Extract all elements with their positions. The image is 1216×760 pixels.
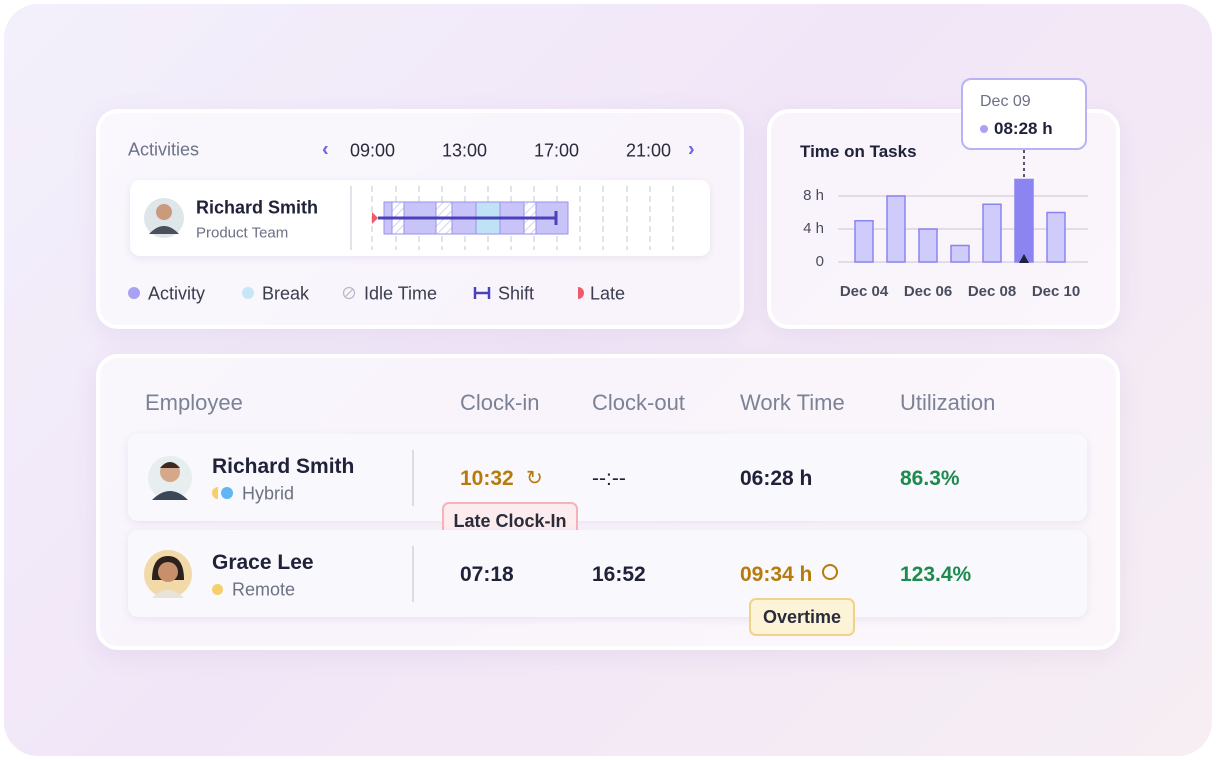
chart: 0 4 h 8 h Dec 04 Dec 06 Dec 08 Dec 10 [803, 150, 1088, 300]
clock-in: 07:18 [460, 563, 514, 586]
legend-label: Activity [148, 283, 206, 304]
column-header: Employee [145, 390, 243, 415]
table-row[interactable] [128, 530, 1087, 617]
avatar [148, 456, 192, 500]
avatar [144, 550, 192, 598]
column-header: Work Time [740, 390, 845, 415]
time-label: 21:00 [626, 140, 672, 161]
utilization: 86.3% [900, 467, 960, 490]
legend-label: Late [590, 283, 626, 304]
mode-icon [212, 584, 223, 595]
overtime-badge: Overtime [749, 598, 855, 636]
table-row[interactable] [128, 434, 1087, 521]
mode-icon [212, 487, 218, 499]
mode-icon [221, 487, 233, 499]
tooltip-dot [980, 125, 988, 133]
bar [918, 228, 938, 263]
work-mode: Remote [232, 579, 296, 600]
tooltip-marker [1019, 254, 1029, 263]
bar [950, 244, 970, 263]
clock-in: 10:32 [460, 467, 514, 490]
bar [854, 220, 874, 263]
overtime-icon [822, 564, 838, 580]
work-time: 09:34 h [740, 563, 813, 586]
column-header: Utilization [900, 390, 996, 415]
bar [1046, 211, 1066, 263]
column-header: Clock-in [460, 390, 540, 415]
work-mode: Hybrid [242, 483, 295, 504]
tooltip-value: 08:28 h [994, 119, 1053, 138]
column-header: Clock-out [592, 390, 685, 415]
y-tick-label: 0 [816, 253, 824, 270]
prev-button[interactable]: ‹ [322, 138, 329, 161]
clock-out: 16:52 [592, 563, 646, 586]
time-label: 09:00 [350, 140, 396, 161]
x-tick-label: Dec 08 [968, 283, 1016, 300]
timeline [128, 186, 674, 300]
legend-label: Break [262, 283, 310, 304]
late-icon: ↻ [526, 467, 543, 490]
x-tick-label: Dec 04 [840, 283, 889, 300]
clock-out: --:-- [592, 467, 626, 490]
employee-team: Product Team [196, 224, 289, 242]
employee-name: Richard Smith [212, 455, 355, 478]
bar [886, 195, 906, 263]
employee-name: Grace Lee [212, 551, 314, 574]
activities-title: Activities [128, 139, 200, 160]
tooltip [961, 78, 1087, 150]
row-divider [412, 546, 414, 602]
legend-label: Idle Time [364, 283, 438, 304]
employee-name: Richard Smith [196, 197, 319, 218]
y-tick-label: 4 h [803, 220, 824, 237]
work-time: 06:28 h [740, 467, 813, 490]
next-button[interactable]: › [688, 138, 695, 161]
x-tick-label: Dec 10 [1032, 283, 1080, 300]
row-divider [412, 450, 414, 506]
chart-title: Time on Tasks [800, 142, 917, 161]
bar [1014, 178, 1034, 263]
bar [982, 203, 1002, 263]
tooltip-title: Dec 09 [980, 93, 1031, 110]
time-label: 17:00 [534, 140, 580, 161]
y-tick-label: 8 h [803, 187, 824, 204]
utilization: 123.4% [900, 563, 972, 586]
legend-label: Shift [498, 283, 535, 304]
x-tick-label: Dec 06 [904, 283, 952, 300]
time-label: 13:00 [442, 140, 488, 161]
